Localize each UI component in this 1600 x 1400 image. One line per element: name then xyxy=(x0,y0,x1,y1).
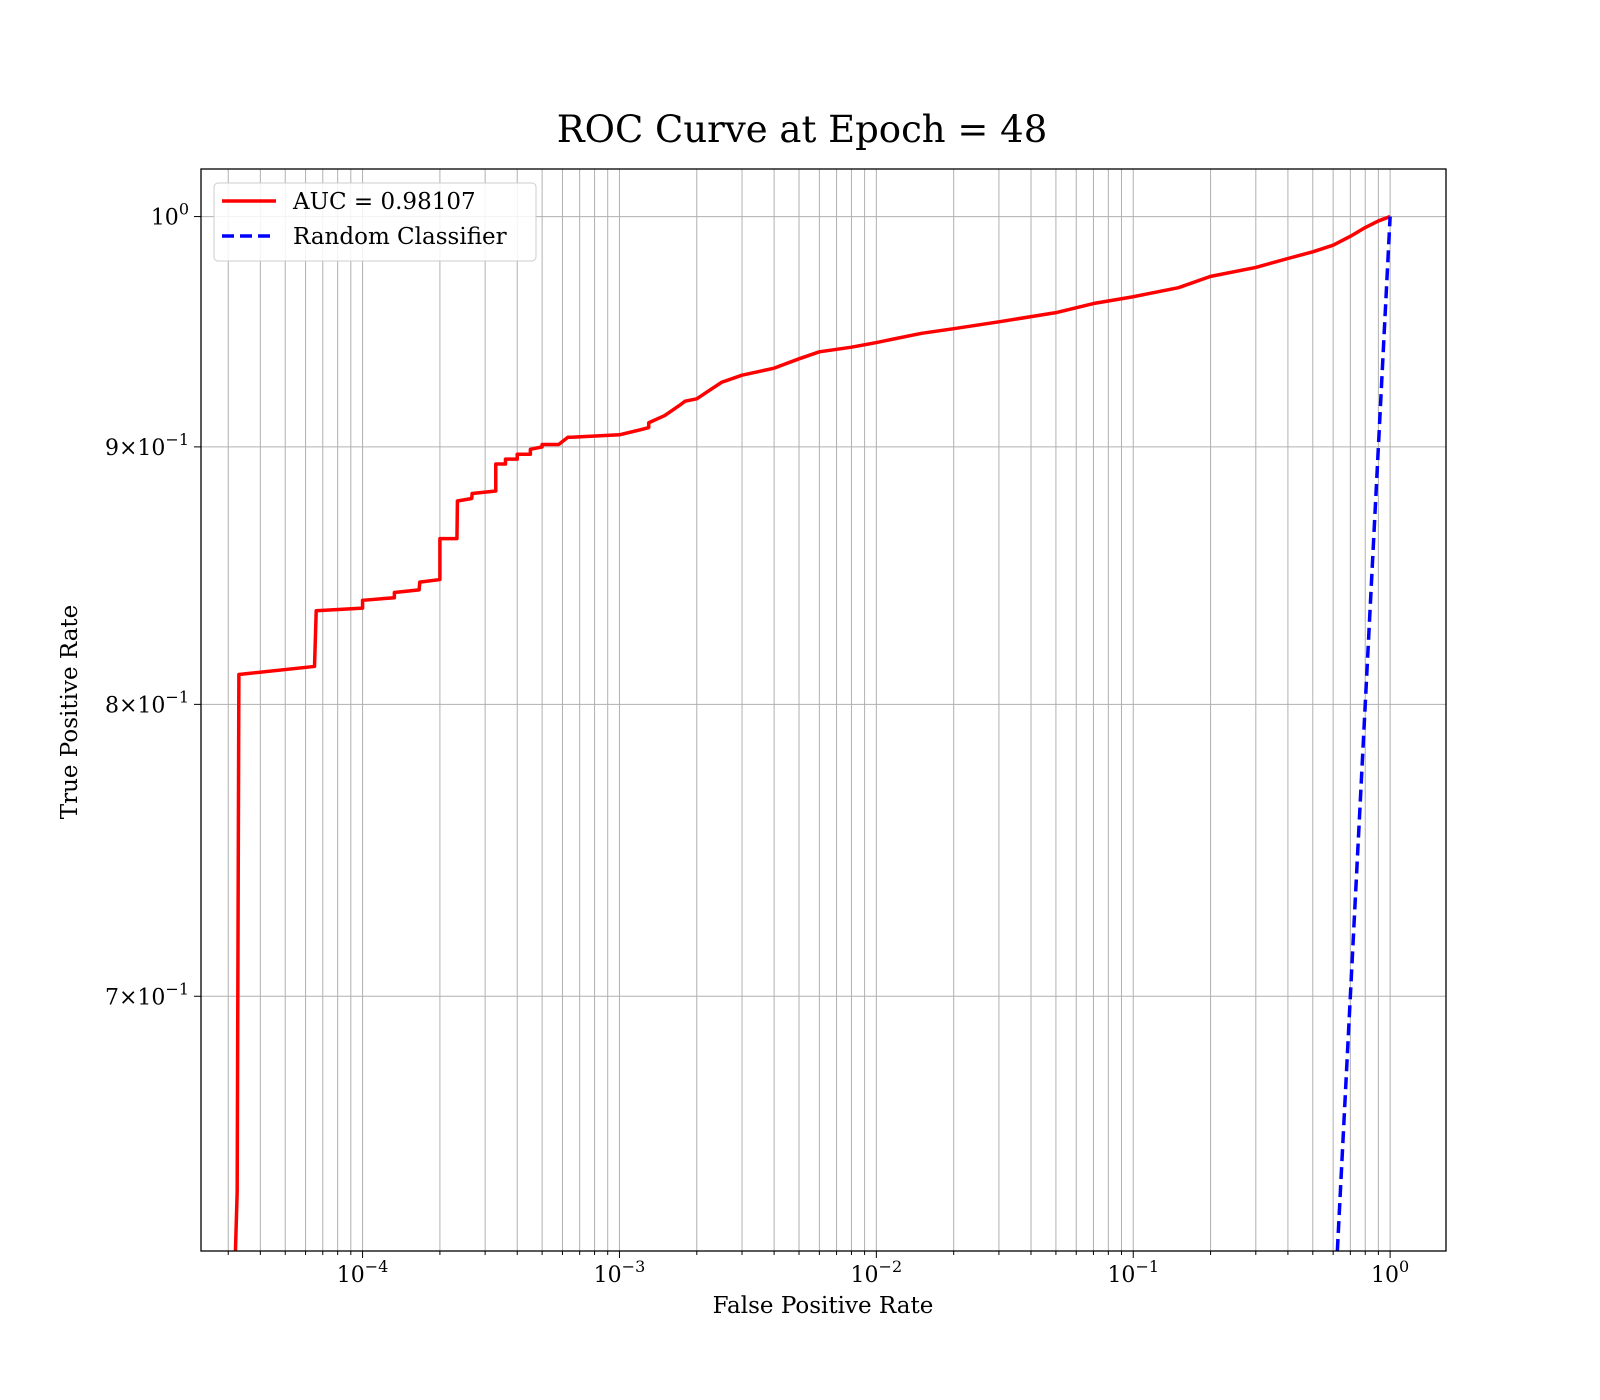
grid-lines xyxy=(201,169,1446,1251)
legend-label-random: Random Classifier xyxy=(293,224,507,250)
x-tick-label: 100 xyxy=(1371,1257,1409,1288)
x-tick-label: 10−4 xyxy=(337,1257,389,1288)
legend-box xyxy=(213,182,537,262)
y-tick-label: 8×10−1 xyxy=(105,687,189,718)
plot-area xyxy=(233,214,1392,1251)
x-tick-label: 10−1 xyxy=(1107,1257,1159,1288)
x-tick-label: 10−2 xyxy=(851,1257,903,1288)
legend: AUC = 0.98107 Random Classifier xyxy=(213,182,537,262)
y-axis-label: True Positive Rate xyxy=(57,605,83,820)
plot-frame xyxy=(200,168,1447,1252)
y-tick-labels: 100 9×10−1 8×10−1 7×10−1 xyxy=(105,200,189,1011)
random-classifier-line xyxy=(1335,216,1392,1251)
tick-marks xyxy=(194,216,1391,1258)
x-tick-label: 10−3 xyxy=(594,1257,646,1288)
y-tick-label: 7×10−1 xyxy=(105,979,189,1010)
roc-curve-line xyxy=(233,214,1391,1251)
x-tick-labels: 10−4 10−3 10−2 10−1 100 xyxy=(337,1257,1409,1288)
y-tick-label: 9×10−1 xyxy=(105,430,189,461)
chart-title: ROC Curve at Epoch = 48 xyxy=(557,108,1047,151)
legend-label-auc: AUC = 0.98107 xyxy=(292,189,476,215)
x-axis-label: False Positive Rate xyxy=(713,1293,934,1319)
y-tick-label: 100 xyxy=(151,200,189,231)
